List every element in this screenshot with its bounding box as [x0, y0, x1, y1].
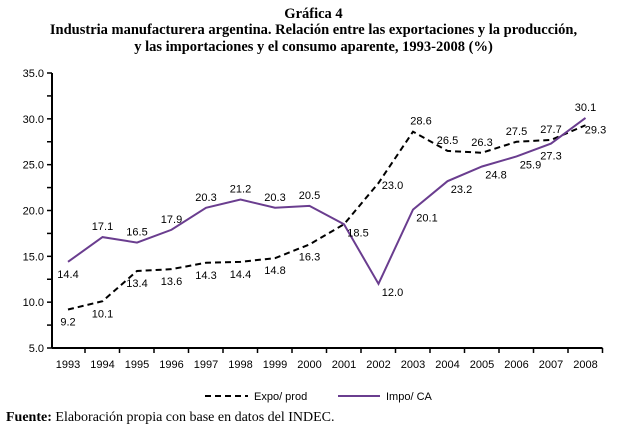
source-text: Elaboración propia con base en datos del… [51, 410, 335, 425]
x-tick-label: 2001 [332, 359, 356, 371]
data-label: 12.0 [382, 287, 403, 299]
x-tick-label: 2000 [297, 359, 321, 371]
x-tick-label: 1996 [159, 359, 183, 371]
data-label: 29.3 [585, 124, 606, 136]
y-tick-label: 20.0 [23, 206, 44, 218]
legend-label-impo-ca: Impo/ CA [386, 391, 433, 403]
data-label: 14.8 [264, 265, 285, 277]
x-tick-label: 1994 [90, 359, 114, 371]
data-label: 16.5 [126, 227, 147, 239]
data-label: 26.5 [437, 135, 458, 147]
y-tick-label: 10.0 [23, 297, 44, 309]
data-label: 20.3 [195, 192, 216, 204]
data-label: 13.6 [161, 276, 182, 288]
data-label: 20.3 [264, 192, 285, 204]
series-line-expo-prod [67, 124, 586, 311]
data-label: 26.3 [471, 137, 492, 149]
data-label: 10.1 [92, 308, 113, 320]
y-tick-label: 5.0 [29, 343, 44, 355]
data-label: 27.5 [506, 126, 527, 138]
x-tick-label: 1999 [263, 359, 287, 371]
data-label: 16.3 [299, 251, 320, 263]
data-label: 17.1 [92, 221, 113, 233]
x-tick-label: 1998 [228, 359, 252, 371]
data-label: 25.9 [520, 159, 541, 171]
data-label: 14.3 [195, 270, 216, 282]
data-label: 27.7 [540, 124, 561, 136]
x-tick-label: 2008 [573, 359, 597, 371]
data-label: 21.2 [230, 184, 251, 196]
chart-title-line-1: Industria manufacturera argentina. Relac… [49, 22, 578, 38]
data-label: 18.5 [347, 227, 368, 239]
x-tick-label: 2006 [504, 359, 528, 371]
source-label: Fuente: [6, 410, 52, 425]
y-tick-label: 35.0 [23, 68, 44, 80]
x-tick-label: 1997 [194, 359, 218, 371]
data-label: 20.1 [416, 213, 437, 225]
chart-title-line-2: y las importaciones y el consumo aparent… [134, 39, 493, 55]
data-label: 9.2 [60, 317, 75, 329]
data-label: 28.6 [410, 116, 431, 128]
data-label: 30.1 [575, 102, 596, 114]
y-tick-label: 30.0 [23, 114, 44, 126]
data-label: 17.9 [161, 214, 182, 226]
x-tick-label: 2004 [435, 359, 459, 371]
data-label: 23.0 [382, 180, 403, 192]
chart-number: Gráfica 4 [284, 6, 343, 22]
data-label: 20.5 [299, 190, 320, 202]
x-tick-label: 2002 [366, 359, 390, 371]
data-label: 13.4 [126, 278, 147, 290]
x-tick-label: 1995 [125, 359, 149, 371]
x-tick-label: 2007 [539, 359, 563, 371]
data-label: 27.3 [540, 151, 561, 163]
source-note: Fuente: Elaboración propia con base en d… [6, 410, 335, 426]
data-label: 24.8 [485, 170, 506, 182]
data-label: 14.4 [230, 269, 251, 281]
data-label: 23.2 [451, 184, 472, 196]
y-tick-label: 25.0 [23, 160, 44, 172]
x-tick-label: 2003 [401, 359, 425, 371]
data-label: 14.4 [57, 269, 78, 281]
x-tick-label: 1993 [56, 359, 80, 371]
legend-label-expo-prod: Expo/ prod [254, 391, 307, 403]
x-tick-label: 2005 [470, 359, 494, 371]
series-line-impo-ca [67, 117, 587, 286]
y-tick-label: 15.0 [23, 251, 44, 263]
